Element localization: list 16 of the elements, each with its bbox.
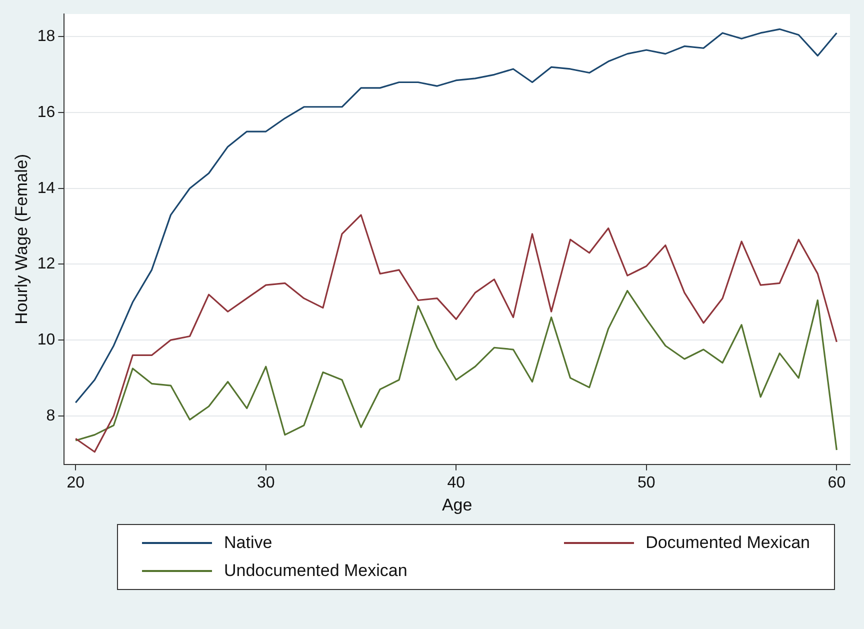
x-tick-label: 40 (447, 474, 466, 492)
legend-label: Documented Mexican (646, 533, 810, 553)
y-tick-label: 10 (37, 331, 56, 348)
y-tick-label: 16 (37, 104, 56, 121)
x-tick-label: 50 (638, 474, 656, 492)
y-axis-title: Hourly Wage (Female) (12, 154, 31, 324)
x-axis-title: Age (442, 495, 472, 514)
y-tick-label: 12 (37, 256, 56, 273)
y-tick-label: 8 (46, 407, 56, 424)
y-tick-label: 14 (37, 180, 56, 197)
x-tick-label: 30 (256, 474, 275, 492)
x-tick-label: 20 (66, 474, 85, 492)
legend-label: Undocumented Mexican (224, 561, 408, 581)
y-tick-label: 18 (37, 28, 56, 46)
x-tick-label: 60 (828, 474, 846, 492)
legend-label: Native (224, 533, 272, 553)
